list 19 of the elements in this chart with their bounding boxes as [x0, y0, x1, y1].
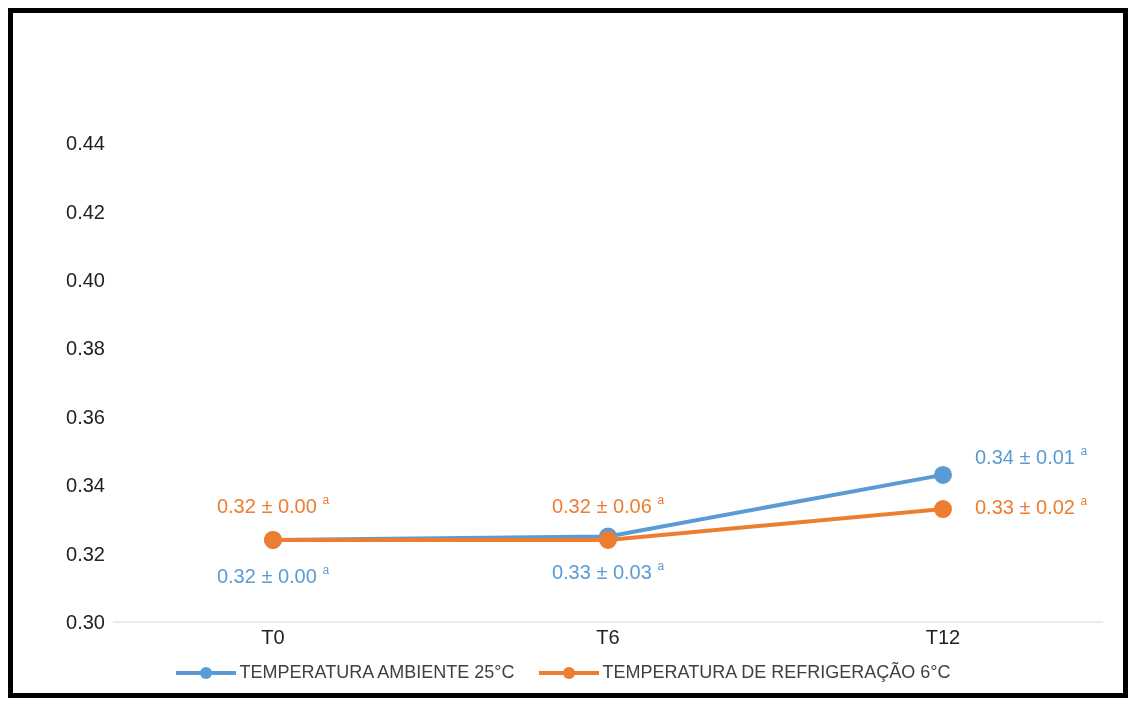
data-label: 0.34 ± 0.01 $^{a}$ [975, 444, 1088, 469]
y-tick-label: 0.40 [66, 268, 105, 291]
data-label: 0.32 ± 0.00 $^{a}$ [216, 493, 330, 518]
y-tick-label: 0.38 [66, 337, 105, 360]
y-tick-label: 0.44 [66, 132, 105, 155]
data-label: 0.32 ± 0.00 $^{a}$ [216, 563, 330, 588]
y-tick-label: 0.30 [66, 611, 105, 634]
y-tick-label: 0.32 [66, 542, 105, 565]
x-tick-label: T12 [925, 626, 961, 649]
x-tick-label: T6 [596, 626, 620, 649]
legend-label: TEMPERATURA AMBIENTE 25°C [239, 662, 515, 683]
legend-label: TEMPERATURA DE REFRIGERAÇÃO 6°C [602, 662, 951, 683]
data-label: 0.33 ± 0.03 $^{a}$ [551, 559, 665, 584]
data-label: 0.32 ± 0.06 $^{a}$ [551, 493, 665, 518]
data-label: 0.33 ± 0.02 $^{a}$ [975, 494, 1088, 519]
y-tick-label: 0.34 [66, 474, 105, 497]
y-tick-label: 0.36 [66, 405, 105, 428]
x-tick-label: T0 [261, 626, 285, 649]
y-tick-label: 0.42 [66, 200, 105, 223]
